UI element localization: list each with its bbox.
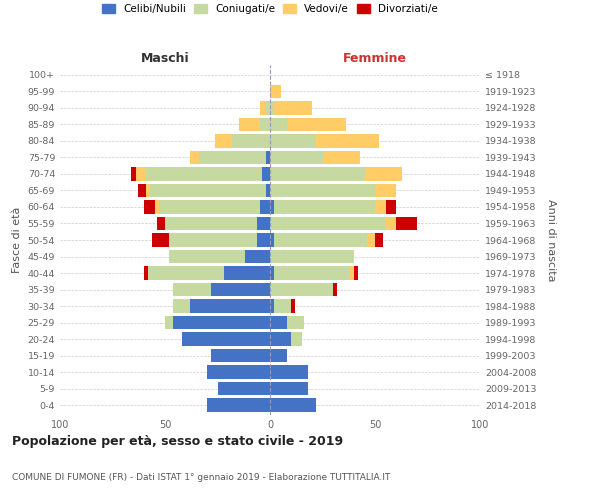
- Bar: [190, 300, 270, 313]
- Bar: [270, 398, 316, 412]
- Bar: [136, 167, 146, 180]
- Bar: [287, 316, 304, 330]
- Bar: [266, 184, 270, 197]
- Bar: [270, 184, 375, 197]
- Bar: [270, 266, 274, 280]
- Bar: [207, 398, 270, 412]
- Bar: [165, 316, 173, 330]
- Bar: [131, 167, 136, 180]
- Bar: [257, 216, 270, 230]
- Legend: Celibi/Nubili, Coniugati/e, Vedovi/e, Divorziati/e: Celibi/Nubili, Coniugati/e, Vedovi/e, Di…: [102, 4, 438, 15]
- Bar: [152, 233, 169, 247]
- Bar: [274, 200, 375, 214]
- Bar: [169, 233, 257, 247]
- Bar: [146, 167, 262, 180]
- Bar: [270, 150, 323, 164]
- Bar: [260, 118, 270, 131]
- Bar: [274, 101, 312, 114]
- Text: Maschi: Maschi: [140, 52, 190, 65]
- Bar: [270, 366, 308, 379]
- Bar: [354, 266, 358, 280]
- Bar: [165, 216, 257, 230]
- Bar: [270, 200, 274, 214]
- Bar: [270, 316, 287, 330]
- Bar: [260, 200, 270, 214]
- Bar: [266, 150, 270, 164]
- Text: COMUNE DI FUMONE (FR) - Dati ISTAT 1° gennaio 2019 - Elaborazione TUTTITALIA.IT: COMUNE DI FUMONE (FR) - Dati ISTAT 1° ge…: [12, 473, 391, 482]
- Bar: [207, 366, 270, 379]
- Bar: [274, 233, 367, 247]
- Bar: [333, 283, 337, 296]
- Bar: [274, 300, 291, 313]
- Bar: [270, 84, 281, 98]
- Bar: [270, 250, 354, 264]
- Bar: [182, 332, 270, 346]
- Bar: [159, 200, 260, 214]
- Bar: [367, 233, 375, 247]
- Bar: [375, 184, 396, 197]
- Bar: [239, 118, 260, 131]
- Bar: [375, 233, 383, 247]
- Bar: [386, 200, 396, 214]
- Bar: [270, 101, 274, 114]
- Bar: [262, 167, 270, 180]
- Bar: [270, 233, 274, 247]
- Bar: [291, 332, 302, 346]
- Bar: [138, 184, 146, 197]
- Bar: [270, 332, 291, 346]
- Bar: [270, 283, 333, 296]
- Bar: [144, 266, 148, 280]
- Bar: [386, 216, 396, 230]
- Bar: [270, 118, 287, 131]
- Y-axis label: Fasce di età: Fasce di età: [12, 207, 22, 273]
- Bar: [365, 167, 403, 180]
- Bar: [323, 150, 360, 164]
- Bar: [144, 200, 155, 214]
- Bar: [173, 283, 211, 296]
- Bar: [287, 118, 346, 131]
- Bar: [270, 349, 287, 362]
- Bar: [266, 101, 270, 114]
- Bar: [232, 134, 270, 147]
- Bar: [173, 316, 270, 330]
- Text: Femmine: Femmine: [343, 52, 407, 65]
- Text: Popolazione per età, sesso e stato civile - 2019: Popolazione per età, sesso e stato civil…: [12, 435, 343, 448]
- Bar: [270, 300, 274, 313]
- Bar: [151, 184, 266, 197]
- Bar: [260, 101, 266, 114]
- Bar: [211, 283, 270, 296]
- Bar: [375, 200, 386, 214]
- Bar: [270, 167, 365, 180]
- Bar: [148, 266, 224, 280]
- Bar: [173, 300, 190, 313]
- Bar: [257, 233, 270, 247]
- Bar: [224, 266, 270, 280]
- Bar: [350, 266, 354, 280]
- Bar: [146, 184, 151, 197]
- Bar: [218, 382, 270, 396]
- Bar: [157, 216, 165, 230]
- Bar: [270, 216, 386, 230]
- Bar: [316, 134, 379, 147]
- Bar: [291, 300, 295, 313]
- Bar: [155, 200, 159, 214]
- Bar: [245, 250, 270, 264]
- Bar: [396, 216, 417, 230]
- Bar: [199, 150, 266, 164]
- Bar: [215, 134, 232, 147]
- Y-axis label: Anni di nascita: Anni di nascita: [546, 198, 556, 281]
- Bar: [211, 349, 270, 362]
- Bar: [270, 134, 316, 147]
- Bar: [190, 150, 199, 164]
- Bar: [270, 382, 308, 396]
- Bar: [169, 250, 245, 264]
- Bar: [274, 266, 350, 280]
